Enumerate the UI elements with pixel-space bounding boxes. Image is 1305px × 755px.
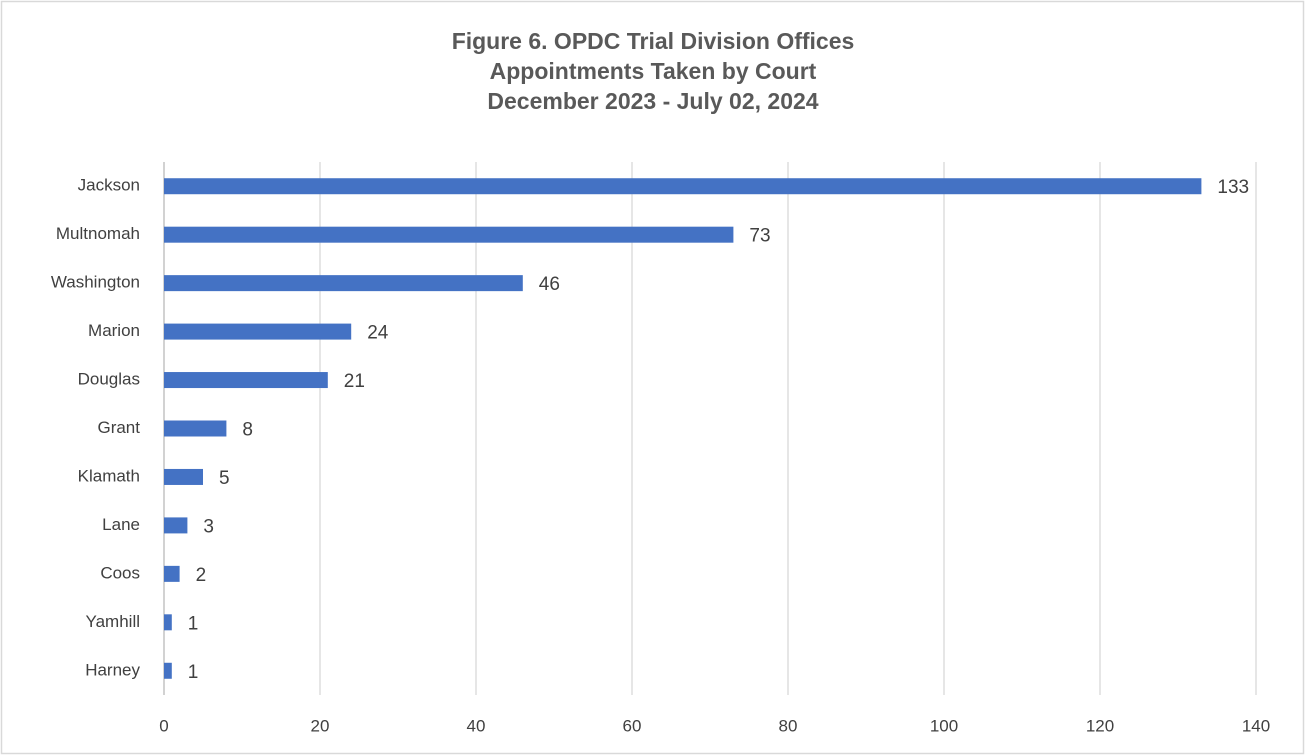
y-tick-label: Coos xyxy=(100,563,140,582)
y-tick-label: Klamath xyxy=(78,466,140,485)
data-label: 8 xyxy=(242,420,253,441)
x-tick-label: 40 xyxy=(467,716,486,735)
data-label: 46 xyxy=(539,274,560,295)
bar xyxy=(164,614,172,631)
bar xyxy=(164,275,523,292)
chart-title: Figure 6. OPDC Trial Division Offices xyxy=(452,28,855,54)
data-label: 73 xyxy=(749,226,770,247)
data-label: 1 xyxy=(188,613,199,634)
x-tick-label: 120 xyxy=(1086,716,1114,735)
y-tick-label: Douglas xyxy=(78,370,140,389)
y-tick-label: Marion xyxy=(88,321,140,340)
data-label: 24 xyxy=(367,323,389,344)
data-label: 133 xyxy=(1217,177,1249,198)
x-tick-label: 20 xyxy=(311,716,330,735)
x-tick-label: 0 xyxy=(159,716,168,735)
y-tick-label: Washington xyxy=(51,273,140,292)
chart-title: December 2023 - July 02, 2024 xyxy=(487,88,818,114)
data-label: 3 xyxy=(203,516,214,537)
bar xyxy=(164,662,172,679)
y-tick-label: Lane xyxy=(102,515,140,534)
x-tick-label: 60 xyxy=(623,716,642,735)
data-label: 5 xyxy=(219,468,230,489)
y-tick-label: Harney xyxy=(85,660,140,679)
bar xyxy=(164,178,1202,195)
data-label: 21 xyxy=(344,371,365,392)
x-tick-label: 140 xyxy=(1242,716,1270,735)
y-tick-label: Yamhill xyxy=(86,612,140,631)
data-label: 2 xyxy=(196,565,207,586)
y-tick-label: Multnomah xyxy=(56,224,140,243)
bar xyxy=(164,323,352,340)
x-tick-label: 80 xyxy=(779,716,798,735)
x-tick-label: 100 xyxy=(930,716,958,735)
bar xyxy=(164,468,203,485)
bar xyxy=(164,565,180,582)
bar xyxy=(164,226,734,243)
bar xyxy=(164,517,188,534)
chart-title: Appointments Taken by Court xyxy=(490,58,817,84)
data-label: 1 xyxy=(188,662,199,683)
y-tick-label: Grant xyxy=(97,418,140,437)
y-tick-label: Jackson xyxy=(78,176,140,195)
bar xyxy=(164,372,328,389)
bar xyxy=(164,420,227,437)
